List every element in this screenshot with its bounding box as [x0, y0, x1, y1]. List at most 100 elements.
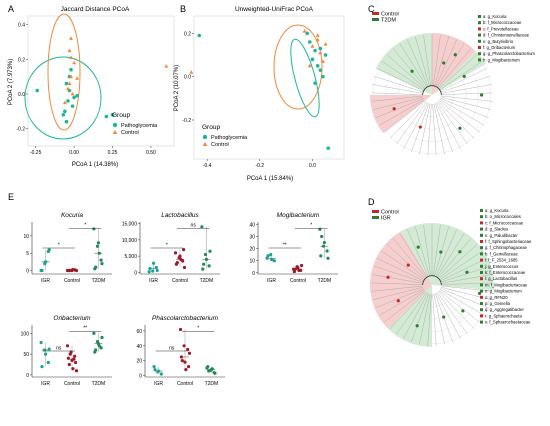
dotplot-1-dot-t2dm	[94, 265, 98, 269]
pcoa-a-xlabel: PCoA 1 (14.38%)	[72, 162, 118, 168]
pcoa-b-legend-triangle-control	[202, 142, 208, 146]
dotplot-2-dot-control	[175, 261, 179, 265]
clado-c-label-swatch	[478, 52, 481, 56]
dotplot-1-ytick-label: 5	[26, 251, 29, 257]
clado-c-highlight-control	[370, 95, 432, 134]
clado-d-branch	[379, 289, 425, 316]
clado-c-branch	[399, 43, 428, 88]
clado-d-biomarker-label: c: f_Micrococcaceae	[485, 220, 524, 225]
pcoa-a-xtick-label: 0.50	[146, 150, 156, 156]
dotplot-4-dot-igr	[44, 352, 48, 356]
dotplot-4: Oribacterium 0 50 100 IGR Control T2DM ns **	[21, 315, 112, 387]
dotplot-4-dot-control	[72, 357, 76, 361]
clado-d-biomarker-label: o: g_RFN20	[485, 295, 508, 300]
clado-d-branch	[439, 289, 485, 316]
dotplot-3-dot-control	[297, 268, 301, 272]
dotplot-3-dot-control	[296, 266, 300, 270]
clado-d-branch	[438, 291, 475, 329]
clado-d-branch	[372, 274, 423, 284]
dotplot-3-ytick-label: 10	[249, 259, 255, 265]
dotplot-2-dot-igr	[155, 268, 159, 273]
dotplot-4-dot-control	[67, 362, 71, 367]
dotplot-4-group-label: Control	[64, 381, 80, 387]
dotplot-4-dot-control	[74, 369, 79, 373]
clado-c-highlight-control	[432, 33, 476, 95]
clado-c-branch	[440, 98, 489, 118]
pcoa-b-point-pathoglycemia	[315, 64, 320, 68]
clado-d-branch	[403, 293, 428, 339]
pcoa-a-point-control	[75, 76, 80, 80]
clado-d-branch	[371, 285, 423, 292]
dotplot-3-group-label: T2DM	[318, 278, 332, 284]
dotplot-4-dot-t2dm	[92, 331, 96, 335]
dotplot-2-dot-t2dm	[203, 252, 208, 257]
clado-c-label-swatch	[478, 27, 481, 31]
pcoa-b-legend-control: Control	[211, 142, 229, 148]
clado-c-branch	[433, 34, 441, 86]
clado-d-biomarker-label: f: f_Sphingobacteriaceae	[485, 239, 532, 244]
clado-c-branch	[441, 92, 493, 95]
clado-d-node	[439, 250, 443, 254]
dotplot-4-dot-t2dm	[99, 346, 103, 350]
dotplot-3-ytick-label: 0	[252, 271, 255, 277]
dotplot-5-title: Phascolarctobacterium	[152, 315, 219, 322]
clado-c-node	[453, 53, 457, 57]
pcoa-b-point-control	[323, 41, 328, 46]
pcoa-a-point-control	[67, 48, 72, 53]
dotplot-2-ytick-label: 0	[134, 270, 137, 276]
clado-c-branch	[437, 102, 468, 145]
clado-d-label-swatch	[480, 289, 483, 293]
clado-d-label-swatch	[480, 314, 483, 318]
clado-c-branch	[374, 76, 424, 93]
dotplot-5-dot-control	[184, 367, 188, 372]
panel-letter-d: D	[368, 197, 375, 207]
pcoa-b-xtick-label: -0.4	[203, 163, 212, 169]
pcoa-b-legend-dot-pathoglycemia	[202, 134, 208, 140]
clado-d-label-swatch	[480, 271, 483, 274]
dotplot-1-dot-igr	[47, 248, 51, 252]
clado-c-branch	[434, 36, 449, 87]
clado-d-biomarker-label: r: g_Sphaerochaeta	[485, 313, 522, 318]
pcoa-b-point-control	[189, 70, 194, 74]
clado-d-node	[406, 263, 410, 267]
clado-c-branch	[439, 99, 485, 126]
dotplot-3-ytick-label: 40	[249, 222, 255, 228]
clado-c-biomarker-label: h: g_Mogibacterium	[483, 57, 520, 62]
dotplot-3-title: Mogibacterium	[277, 212, 320, 219]
clado-c-branch	[440, 97, 491, 110]
clado-d-label-swatch	[480, 246, 483, 250]
dotplot-4-ytick-label: 0	[26, 373, 29, 379]
dotplot-4-group-label: T2DM	[92, 381, 106, 387]
clado-d-branch	[427, 294, 432, 346]
clado-d-legend-swatch-control	[372, 210, 379, 213]
pcoa-a-points	[35, 36, 169, 124]
dotplot-1-group-label: IGR	[41, 278, 50, 284]
clado-d-label-swatch	[480, 295, 483, 299]
pcoa-b-point-pathoglycemia	[310, 57, 315, 62]
clado-c-biomarker-label: c: f_Prevotellaceae	[483, 26, 519, 31]
clado-d-branch	[437, 292, 468, 335]
dotplot-5-dot-control	[179, 355, 183, 359]
clado-d-label-swatch	[480, 227, 483, 231]
dotplot-5-dot-igr	[152, 365, 156, 369]
dotplot-5-dot-control	[178, 327, 183, 332]
pcoa-b-title: Unweighted-UniFrac PCoA	[235, 6, 314, 13]
panel-b: Unweighted-UniFrac PCoA PCoA 1 (15.84%) …	[174, 6, 345, 182]
dotplot-4-dot-control	[71, 367, 75, 371]
clado-c-branch	[436, 103, 461, 149]
dotplot-1-sig-label: *	[84, 223, 86, 229]
pcoa-a-point-pathoglycemia	[110, 113, 115, 117]
pcoa-b-point-control	[307, 63, 312, 68]
dotplot-2-dot-control	[173, 251, 178, 255]
clado-d-biomarker-label: d: g_Slackia	[485, 227, 508, 232]
dotplot-1-dot-t2dm	[92, 227, 96, 231]
clado-c-branch	[415, 36, 430, 87]
clado-d-branch	[437, 238, 472, 278]
clado-d-node	[458, 250, 462, 254]
clado-c-label-swatch	[478, 46, 481, 49]
clado-d-label-swatch	[480, 283, 483, 287]
clado-c-branch	[375, 98, 424, 118]
pcoa-a-legend-title: Group	[112, 112, 130, 119]
clado-d-branch	[384, 290, 425, 323]
clado-d-branch	[433, 294, 445, 345]
